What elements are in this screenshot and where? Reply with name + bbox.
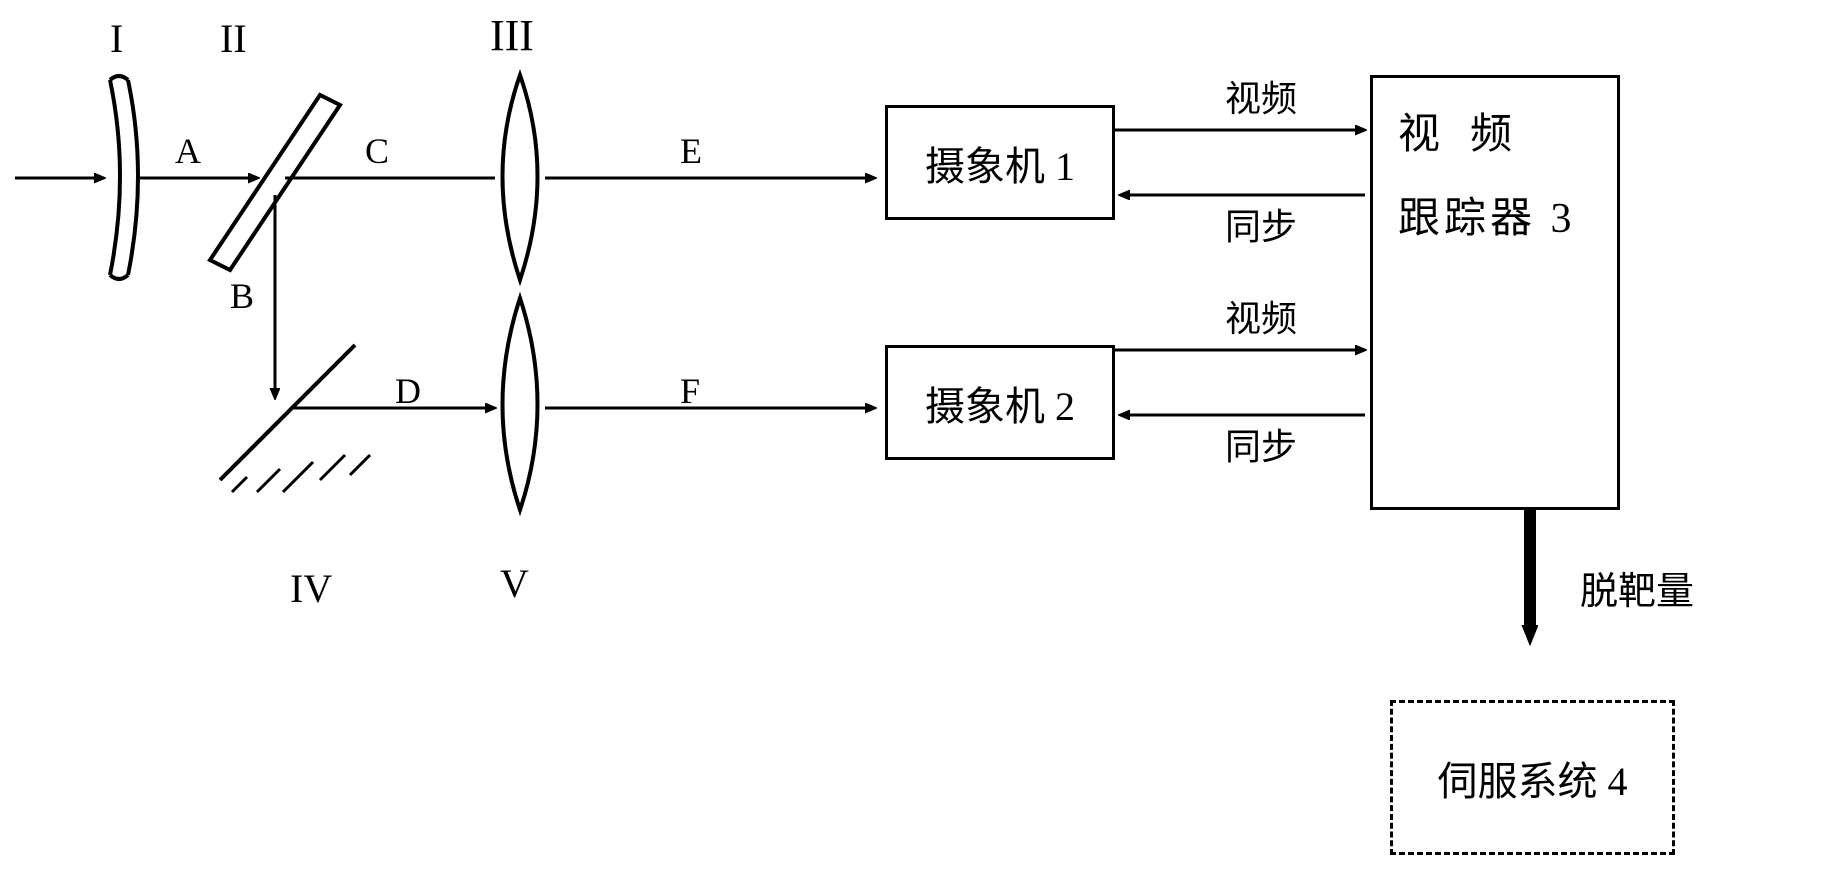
- label-C: C: [365, 130, 389, 172]
- box-camera-1: 摄象机 1: [885, 105, 1115, 220]
- optic-V: [503, 298, 538, 510]
- label-roman-3: III: [490, 10, 534, 61]
- box-servo: 伺服系统 4: [1390, 700, 1675, 855]
- box-camera-2: 摄象机 2: [885, 345, 1115, 460]
- box-servo-label: 伺服系统 4: [1438, 749, 1628, 807]
- label-A: A: [175, 130, 201, 172]
- label-roman-4: IV: [290, 565, 332, 612]
- optic-III: [503, 75, 538, 280]
- label-roman-2: II: [220, 15, 247, 62]
- label-sync-2: 同步: [1225, 418, 1297, 470]
- box-tracker-line1: 视频: [1398, 93, 1592, 177]
- label-roman-5: V: [500, 560, 529, 607]
- label-miss: 脱靶量: [1580, 560, 1694, 615]
- label-D: D: [395, 370, 421, 412]
- label-F: F: [680, 370, 700, 412]
- box-camera-2-label: 摄象机 2: [925, 374, 1075, 432]
- label-B: B: [230, 275, 254, 317]
- optic-II: [210, 95, 340, 270]
- box-tracker: 视频 跟踪器 3: [1370, 75, 1620, 510]
- label-sync-1: 同步: [1225, 198, 1297, 250]
- label-video-2: 视频: [1225, 290, 1297, 342]
- label-E: E: [680, 130, 702, 172]
- box-tracker-line2: 跟踪器 3: [1398, 177, 1592, 261]
- box-camera-1-label: 摄象机 1: [925, 134, 1075, 192]
- label-roman-1: I: [110, 15, 123, 62]
- optic-IV: [220, 345, 370, 492]
- optic-I: [110, 80, 120, 275]
- label-video-1: 视频: [1225, 70, 1297, 122]
